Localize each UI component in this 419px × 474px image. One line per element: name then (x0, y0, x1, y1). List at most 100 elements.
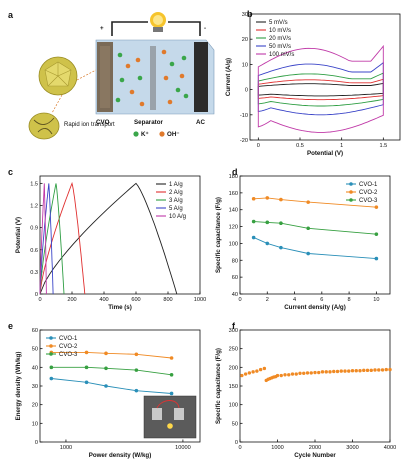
oh-ion-legend-label: OH⁻ (167, 131, 180, 138)
data-point (377, 368, 381, 372)
x-tick-label: 0 (238, 445, 241, 451)
x-axis-label: Cycle Number (294, 452, 336, 459)
y-tick-label: 100 (229, 241, 238, 247)
legend-entry: CVO-1 (59, 336, 78, 342)
data-point (335, 369, 340, 374)
data-point (324, 370, 328, 374)
legend-marker (49, 352, 53, 356)
cv-curve (257, 72, 384, 107)
y-tick-label: 60 (32, 328, 38, 334)
legend-entry: CVO-2 (59, 344, 78, 350)
x-axis-label: Time (s) (108, 304, 132, 311)
x-tick-label: 1 (340, 143, 343, 149)
data-point (279, 197, 283, 202)
y-tick-label: 40 (232, 292, 238, 298)
data-point (49, 376, 54, 381)
y-tick-label: 30 (32, 384, 38, 390)
y-tick-label: 300 (229, 328, 238, 334)
y-tick-label: 150 (229, 384, 238, 390)
legend-entry: 1 A/g (169, 182, 183, 188)
data-point (343, 369, 347, 373)
data-point (251, 219, 256, 224)
device-cell (152, 408, 162, 420)
y-tick-label: 180 (229, 174, 238, 180)
cv-curve (257, 78, 384, 101)
legend-entry: 5 mV/s (269, 20, 288, 26)
x-tick-label: 200 (67, 297, 76, 303)
chart-c-gcd: c 0 200 400 600 800 1000 0 0.3 0.6 0.9 1.2 1.5 Time (… (8, 167, 206, 311)
plus-terminal: + (100, 25, 104, 32)
k-ion-legend-label: K⁺ (141, 131, 149, 138)
x-tick-label: 8 (348, 297, 351, 303)
chart-e-ragone: e 1000 10000 0 10 20 30 40 50 60 Power density (W/… (8, 321, 201, 459)
y-tick-label: 0 (35, 292, 38, 298)
data-point (262, 366, 267, 371)
data-point (290, 372, 295, 376)
data-point (265, 241, 270, 246)
oh-ion (129, 89, 135, 95)
k-ion (175, 87, 181, 93)
data-point (169, 373, 174, 377)
y-tick-label: 1.5 (30, 181, 38, 187)
x-tick-label: 0.5 (296, 143, 304, 149)
plot-frame (249, 13, 401, 141)
x-tick-label: 4000 (384, 445, 396, 451)
x-tick-label: 800 (163, 297, 172, 303)
minus-terminal: - (204, 25, 206, 32)
series-line (253, 221, 377, 235)
data-point (287, 373, 291, 377)
panel-f-label: f (232, 321, 236, 331)
data-point (302, 371, 306, 376)
panel-e-label: e (8, 321, 13, 331)
legend-entry: 3 A/g (169, 198, 183, 204)
x-tick-label: 0 (38, 297, 41, 303)
data-point (84, 350, 89, 355)
data-point (373, 368, 377, 372)
y-tick-label: 80 (232, 258, 238, 264)
cvo-label: CVO (96, 119, 110, 126)
y-tick-label: 60 (232, 275, 238, 281)
y-tick-label: 160 (229, 191, 238, 197)
y-tick-label: 140 (229, 208, 238, 214)
series-line (253, 237, 377, 260)
y-axis-label: Specific capacitance (F/g) (215, 348, 222, 424)
data-point (240, 373, 244, 378)
data-point (328, 370, 332, 374)
x-tick-label: 3000 (346, 445, 358, 451)
data-point (265, 196, 270, 200)
y-tick-label: 0 (245, 88, 248, 94)
inset-background (143, 395, 197, 439)
y-tick-label: 0.9 (30, 226, 38, 232)
x-tick-label: 0 (238, 297, 241, 303)
y-tick-label: 30 (242, 12, 248, 18)
x-axis-label: Current density (A/g) (284, 304, 346, 311)
data-point (374, 205, 379, 209)
legend-entry: CVO-1 (359, 182, 378, 188)
data-point (369, 368, 373, 373)
legend-marker (349, 182, 353, 186)
data-point (265, 220, 270, 225)
data-point (374, 256, 379, 261)
oh-ion (125, 63, 131, 69)
data-point (374, 232, 379, 236)
data-point (279, 245, 283, 250)
series-line (51, 366, 172, 376)
data-point (169, 391, 174, 396)
data-point (305, 371, 310, 375)
k-ion-legend-icon (133, 131, 139, 137)
x-tick-label: 1000 (60, 445, 72, 451)
zoom-connector (51, 69, 97, 114)
legend-marker (349, 198, 353, 202)
data-point (247, 371, 252, 375)
data-point (134, 368, 139, 372)
x-tick-label: 1.5 (379, 143, 387, 149)
x-axis-label: Potential (V) (307, 150, 343, 157)
legend-entry: CVO-3 (359, 198, 378, 204)
ac-label: AC (196, 119, 205, 126)
data-point (104, 351, 108, 356)
data-point (258, 367, 263, 372)
data-point (104, 384, 108, 388)
oh-ion (179, 73, 185, 79)
y-tick-label: 200 (229, 365, 238, 371)
data-point (306, 251, 310, 256)
